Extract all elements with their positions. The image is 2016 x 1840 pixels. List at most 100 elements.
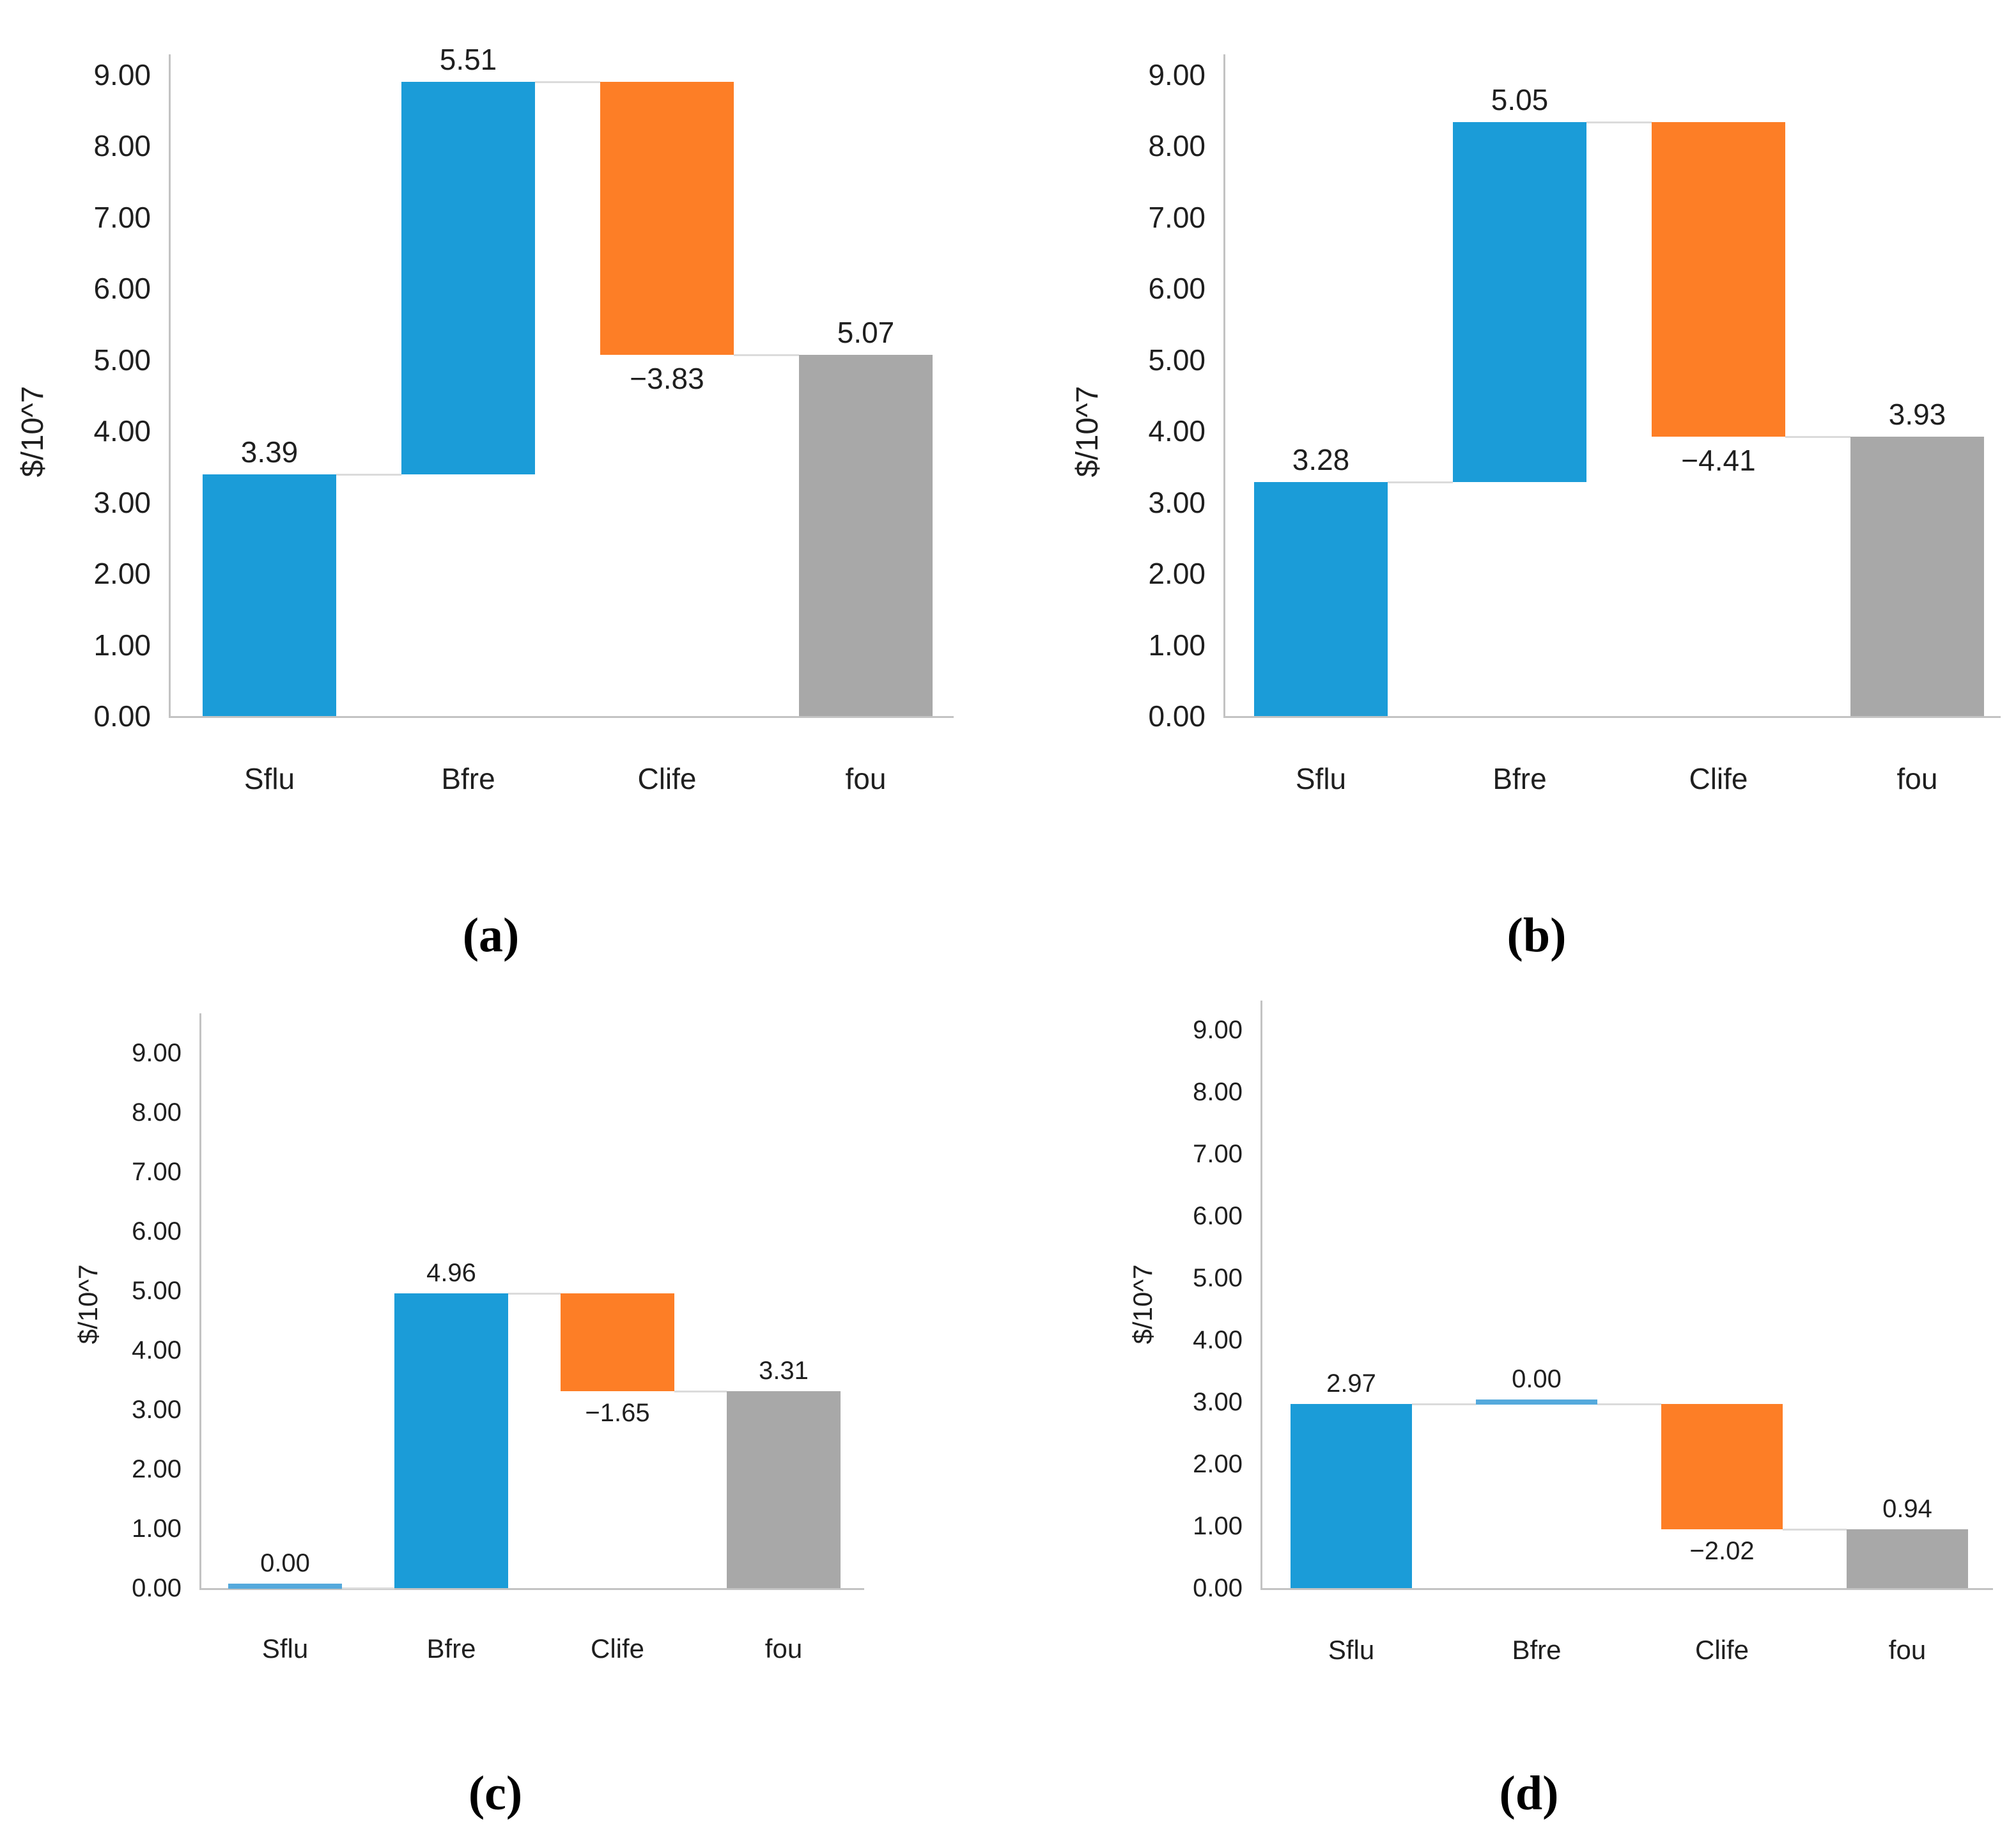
category-label: Sflu	[1328, 1635, 1375, 1665]
y-tick-label: 8.00	[93, 129, 151, 162]
y-axis-title: $/10^7	[73, 1264, 103, 1345]
y-tick-label: 6.00	[93, 272, 151, 305]
y-tick-label: 9.00	[1148, 58, 1206, 91]
panel-caption: (d)	[1499, 1766, 1559, 1820]
bar-fou	[1847, 1529, 1968, 1588]
y-tick-label: 0.00	[1193, 1574, 1243, 1602]
value-label: −1.65	[585, 1399, 650, 1428]
panel-caption: (c)	[468, 1766, 523, 1820]
panel-caption: (a)	[462, 908, 520, 962]
x-axis-line	[1262, 1588, 1993, 1590]
y-tick-label: 3.00	[1148, 485, 1206, 519]
connector-line	[1785, 435, 1850, 438]
connector-line	[734, 354, 799, 356]
category-label: Sflu	[244, 762, 295, 795]
connector-line	[336, 474, 401, 476]
bar-bfre	[1453, 122, 1586, 483]
bar-sflu	[228, 1584, 342, 1589]
y-tick-label: 2.00	[1148, 557, 1206, 590]
value-label: 0.00	[260, 1549, 310, 1577]
value-label: 5.07	[837, 315, 895, 349]
connector-line	[535, 81, 600, 83]
bar-fou	[1850, 436, 1984, 716]
y-tick-label: 4.00	[132, 1336, 182, 1364]
value-label: 3.31	[759, 1357, 809, 1385]
value-label: 5.05	[1491, 83, 1549, 117]
x-axis-line	[170, 716, 954, 718]
y-axis-title: $/10^7	[1128, 1264, 1158, 1345]
y-axis-line	[1260, 1001, 1262, 1590]
y-tick-label: 9.00	[1193, 1016, 1243, 1044]
value-label: −2.02	[1689, 1536, 1755, 1565]
bar-bfre	[1476, 1399, 1597, 1405]
connector-line	[1597, 1403, 1661, 1405]
category-label: fou	[1888, 1635, 1927, 1665]
bar-sflu	[1291, 1403, 1412, 1588]
value-label: 3.93	[1888, 397, 1946, 431]
y-tick-label: 9.00	[132, 1039, 182, 1067]
connector-line	[1388, 481, 1453, 484]
x-axis-line	[201, 1588, 864, 1590]
bar-clife	[600, 81, 734, 355]
category-label: Bfre	[441, 762, 495, 795]
y-axis-title: $/10^7	[1071, 386, 1105, 478]
value-label: 2.97	[1326, 1369, 1376, 1398]
connector-line	[1412, 1403, 1476, 1405]
y-tick-label: 5.00	[93, 343, 151, 377]
y-tick-label: 0.00	[1148, 699, 1206, 733]
value-label: 3.28	[1292, 443, 1350, 477]
y-tick-label: 2.00	[93, 557, 151, 590]
y-tick-label: 0.00	[132, 1574, 182, 1602]
value-label: 5.51	[439, 42, 497, 76]
category-label: fou	[764, 1633, 803, 1664]
y-tick-label: 7.00	[93, 200, 151, 234]
category-label: fou	[845, 762, 887, 795]
y-axis-line	[199, 1013, 201, 1590]
y-tick-label: 3.00	[93, 485, 151, 519]
y-axis-line	[1223, 54, 1225, 718]
value-label: 4.96	[426, 1258, 476, 1287]
value-label: 3.39	[240, 435, 299, 469]
y-tick-label: 4.00	[1148, 414, 1206, 448]
y-tick-label: 5.00	[1148, 343, 1206, 377]
y-tick-label: 4.00	[93, 414, 151, 448]
y-tick-label: 5.00	[132, 1277, 182, 1305]
x-axis-line	[1225, 716, 2001, 718]
y-tick-label: 5.00	[1193, 1264, 1243, 1292]
bar-sflu	[1254, 482, 1388, 716]
category-label: Bfre	[426, 1633, 476, 1664]
y-tick-label: 4.00	[1193, 1326, 1243, 1354]
category-label: Clife	[637, 762, 697, 795]
category-label: fou	[1896, 762, 1938, 795]
bar-clife	[561, 1293, 674, 1392]
y-tick-label: 9.00	[93, 58, 151, 91]
category-label: Bfre	[1493, 762, 1547, 795]
value-label: 0.00	[1512, 1364, 1562, 1393]
y-tick-label: 7.00	[132, 1158, 182, 1186]
category-label: Sflu	[1295, 762, 1347, 795]
connector-line	[1586, 121, 1652, 124]
connector-line	[1783, 1528, 1847, 1531]
y-tick-label: 6.00	[1193, 1202, 1243, 1230]
y-tick-label: 1.00	[1193, 1512, 1243, 1540]
connector-line	[508, 1292, 561, 1295]
bar-fou	[799, 354, 933, 716]
y-tick-label: 1.00	[132, 1515, 182, 1543]
y-tick-label: 1.00	[1148, 628, 1206, 662]
y-axis-title: $/10^7	[16, 386, 50, 478]
bar-clife	[1661, 1403, 1783, 1529]
category-label: Clife	[1689, 762, 1748, 795]
value-label: 0.94	[1882, 1494, 1932, 1523]
bar-clife	[1652, 122, 1785, 437]
category-label: Clife	[590, 1633, 645, 1664]
y-tick-label: 8.00	[1148, 129, 1206, 162]
y-tick-label: 6.00	[132, 1217, 182, 1245]
y-tick-label: 7.00	[1193, 1140, 1243, 1168]
bar-bfre	[401, 81, 535, 474]
bar-sflu	[203, 474, 336, 716]
y-tick-label: 2.00	[132, 1455, 182, 1483]
connector-line	[342, 1587, 394, 1589]
category-label: Sflu	[261, 1633, 309, 1664]
panel-caption: (b)	[1507, 908, 1567, 962]
